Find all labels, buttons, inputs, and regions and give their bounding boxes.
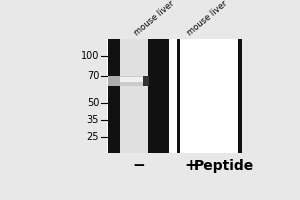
Text: +: + <box>184 158 197 173</box>
Bar <box>148 39 169 153</box>
Bar <box>177 39 180 153</box>
Text: Peptide: Peptide <box>194 159 254 173</box>
Bar <box>108 76 148 86</box>
Text: 70: 70 <box>87 71 99 81</box>
Text: 50: 50 <box>87 98 99 108</box>
Text: −: − <box>132 158 145 173</box>
Bar <box>120 39 148 153</box>
Text: mouse liver: mouse liver <box>185 0 229 37</box>
Bar <box>120 77 148 82</box>
Bar <box>108 39 120 153</box>
Bar <box>143 76 149 86</box>
Bar <box>107 39 242 153</box>
Text: 100: 100 <box>81 51 99 61</box>
Text: mouse liver: mouse liver <box>133 0 176 37</box>
Text: 35: 35 <box>87 115 99 125</box>
Bar <box>238 39 242 153</box>
Text: 25: 25 <box>87 132 99 142</box>
